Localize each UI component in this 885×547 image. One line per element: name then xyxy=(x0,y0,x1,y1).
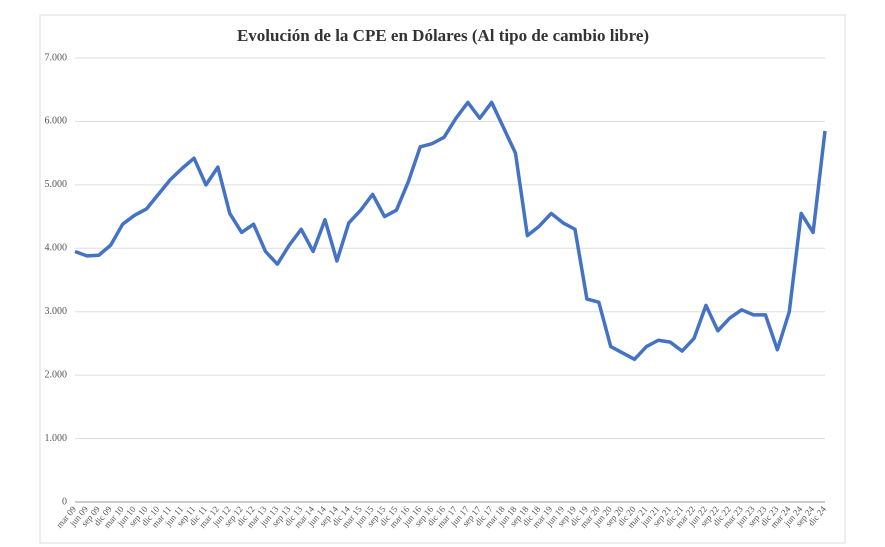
y-tick-label: 2.000 xyxy=(45,369,68,380)
data-line xyxy=(74,100,827,362)
y-tick-label: 4.000 xyxy=(45,243,68,254)
chart-frame xyxy=(39,14,846,544)
y-tick-label: 1.000 xyxy=(45,433,68,444)
y-tick-label: 7.000 xyxy=(45,52,68,63)
chart-title: Evolución de la CPE en Dólares (Al tipo … xyxy=(237,26,649,45)
y-tick-label: 6.000 xyxy=(45,116,68,127)
y-tick-label: 3.000 xyxy=(45,306,68,317)
y-tick-label: 5.000 xyxy=(45,179,68,190)
y-tick-label: 0 xyxy=(62,496,67,507)
